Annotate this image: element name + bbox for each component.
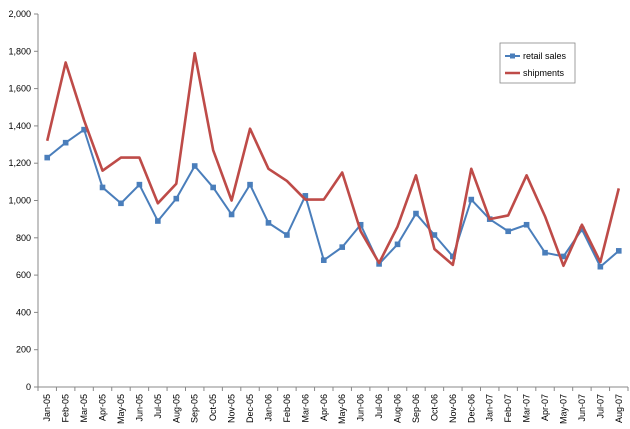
x-tick-label: Apr-05 [98, 394, 108, 421]
x-tick-label: Apr-07 [540, 394, 550, 421]
data-point-retail-sales [560, 253, 567, 260]
y-tick-label: 600 [16, 270, 31, 280]
x-tick-label: Jun-05 [134, 394, 144, 422]
x-tick-label: Mar-05 [79, 394, 89, 423]
data-point-retail-sales [210, 184, 216, 191]
data-point-retail-sales [228, 211, 235, 218]
legend-label-shipments: shipments [523, 68, 565, 78]
data-point-retail-sales [191, 163, 198, 169]
x-tick-label: Dec-05 [245, 394, 255, 423]
x-tick-label: Jun-07 [577, 394, 587, 422]
x-tick-label: Jul-06 [374, 394, 384, 419]
y-tick-label: 400 [16, 307, 31, 317]
data-point-retail-sales [357, 221, 364, 228]
y-tick-label: 1,000 [8, 196, 31, 206]
data-point-retail-sales [320, 257, 327, 263]
x-tick-label: Jun-06 [356, 394, 366, 422]
data-point-retail-sales [265, 220, 272, 226]
y-tick-label: 800 [16, 233, 31, 243]
data-point-retail-sales [505, 228, 511, 235]
x-tick-label: Mar-06 [300, 394, 310, 423]
x-tick-label: Nov-06 [448, 394, 458, 423]
y-tick-label: 0 [26, 382, 31, 392]
x-tick-label: Feb-07 [503, 394, 513, 423]
y-tick-label: 1,200 [8, 158, 31, 168]
x-tick-label: Jan-06 [263, 394, 273, 422]
x-tick-label: Apr-06 [319, 394, 329, 421]
x-tick-label: Oct-05 [208, 394, 218, 421]
data-point-retail-sales [284, 232, 290, 238]
data-point-retail-sales [468, 196, 475, 203]
y-tick-label: 2,000 [8, 9, 31, 19]
x-tick-label: May-06 [337, 394, 347, 424]
legend-marker-retail-sales [510, 53, 515, 59]
data-point-retail-sales [99, 184, 106, 191]
data-point-retail-sales [155, 218, 161, 224]
x-tick-label: Sep-06 [411, 394, 421, 423]
data-point-retail-sales [597, 263, 604, 270]
data-point-retail-sales [615, 248, 622, 254]
data-point-retail-sales [118, 200, 124, 207]
data-point-retail-sales [523, 221, 530, 228]
x-tick-label: Nov-05 [227, 394, 237, 423]
x-tick-label: Jan-05 [42, 394, 52, 422]
data-point-retail-sales [247, 181, 253, 188]
x-tick-label: Sep-05 [190, 394, 200, 423]
x-tick-label: Feb-06 [282, 394, 292, 423]
series-line-retail-sales [46, 128, 620, 268]
series-shipments [45, 51, 621, 268]
series-layer [44, 51, 622, 270]
x-tick-label: May-05 [116, 394, 126, 424]
x-tick-label: Mar-07 [522, 394, 532, 423]
y-axis: 0 200 400 600 800 1,000 1,200 1,400 1,600 1,800 2,… [8, 9, 39, 392]
y-tick-label: 200 [16, 345, 31, 355]
data-point-retail-sales [394, 241, 401, 248]
x-tick-label: Jul-07 [595, 394, 605, 419]
x-axis: Jan-05 Feb-05 Mar-05 Apr-05 May-05 Jun-05 Jul-… [37, 386, 629, 424]
legend: retail sales shipments [499, 42, 576, 84]
x-tick-label: Oct-06 [429, 394, 439, 421]
data-point-retail-sales [173, 195, 180, 202]
x-tick-label: Jan-07 [485, 394, 495, 422]
data-point-retail-sales [302, 193, 309, 199]
y-tick-label: 1,400 [8, 121, 31, 131]
series-line-shipments [45, 51, 621, 268]
data-point-retail-sales [579, 226, 585, 233]
data-point-retail-sales [62, 139, 69, 146]
legend-label-retail-sales: retail sales [523, 51, 567, 61]
x-tick-label: Aug-05 [171, 394, 181, 423]
data-point-retail-sales [136, 181, 143, 188]
data-point-retail-sales [450, 253, 456, 260]
y-tick-label: 1,800 [8, 46, 31, 56]
x-tick-label: Aug-07 [614, 394, 624, 423]
x-tick-label: Feb-05 [61, 394, 71, 423]
data-point-retail-sales [44, 154, 51, 161]
x-tick-label: May-07 [558, 394, 568, 424]
data-point-retail-sales [339, 244, 346, 250]
x-tick-label: Jul-05 [153, 394, 163, 419]
x-tick-label: Dec-06 [466, 394, 476, 423]
x-tick-label: Aug-06 [393, 394, 403, 423]
data-point-retail-sales [542, 249, 548, 256]
data-point-retail-sales [431, 232, 438, 238]
data-point-retail-sales [81, 126, 87, 133]
legend-box [499, 42, 576, 84]
y-tick-label: 1,600 [8, 84, 31, 94]
data-point-retail-sales [413, 210, 419, 217]
